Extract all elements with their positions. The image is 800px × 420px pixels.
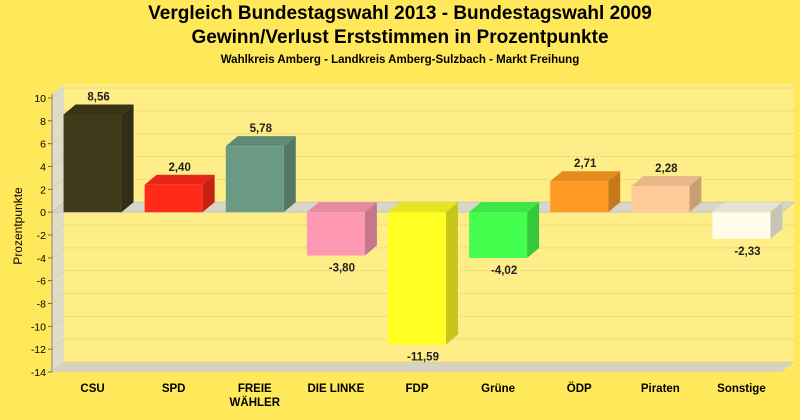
data-label: 2,40 bbox=[168, 162, 190, 174]
chart-subtitle: Wahlkreis Amberg - Landkreis Amberg-Sulz… bbox=[220, 54, 580, 66]
grid-line bbox=[51, 156, 794, 167]
floor bbox=[52, 362, 794, 372]
bar-spd bbox=[144, 174, 215, 213]
data-label: -2,33 bbox=[734, 246, 760, 258]
bar-front bbox=[550, 181, 609, 213]
bar-top bbox=[225, 136, 296, 147]
y-tick-label: 6 bbox=[40, 139, 46, 151]
bar-grüne bbox=[469, 202, 540, 259]
bar-side bbox=[770, 202, 783, 239]
grid-line bbox=[51, 270, 794, 282]
grid-line bbox=[51, 338, 794, 350]
data-label: -11,59 bbox=[407, 351, 439, 363]
grid-line bbox=[51, 315, 794, 327]
bar-front bbox=[144, 184, 203, 213]
bar-front bbox=[225, 146, 284, 213]
y-tick-label: 2 bbox=[40, 184, 46, 196]
category-label: DIE LINKE bbox=[307, 383, 364, 395]
grid-line bbox=[51, 293, 794, 304]
category-label: CSU bbox=[80, 383, 104, 395]
bar-die-linke bbox=[306, 202, 377, 256]
y-tick-label: -2 bbox=[37, 230, 46, 242]
bar-piraten bbox=[631, 176, 702, 213]
bar-front bbox=[388, 212, 446, 345]
data-label: 2,71 bbox=[574, 158, 597, 170]
bar-front bbox=[469, 212, 528, 259]
category-label: SPD bbox=[162, 383, 186, 395]
bar-csu bbox=[63, 104, 134, 213]
y-tick-label: 8 bbox=[40, 116, 46, 128]
bar-top bbox=[306, 202, 377, 213]
data-label: 5,78 bbox=[250, 123, 273, 135]
y-tick-label: 4 bbox=[40, 162, 46, 174]
y-tick-label: 10 bbox=[34, 93, 46, 105]
bar-side bbox=[527, 202, 540, 259]
y-tick-label: -6 bbox=[37, 276, 46, 288]
category-label: Piraten bbox=[641, 383, 680, 395]
y-tick-label: -10 bbox=[31, 321, 46, 333]
category-label: ÖDP bbox=[567, 382, 592, 395]
bar-top bbox=[469, 202, 540, 213]
grid-line bbox=[51, 110, 794, 122]
grid-line bbox=[51, 224, 794, 236]
chart-titles: Vergleich Bundestagswahl 2013 - Bundesta… bbox=[0, 2, 800, 66]
bar-side bbox=[202, 174, 215, 213]
bar-ödp bbox=[550, 171, 621, 213]
grid-line bbox=[51, 87, 794, 99]
category-label: Sonstige bbox=[717, 383, 766, 395]
bar-top bbox=[550, 171, 621, 182]
grid-line bbox=[51, 247, 794, 259]
y-tick-label: 0 bbox=[40, 207, 46, 219]
bar-side bbox=[364, 202, 377, 256]
y-tick-label: -14 bbox=[31, 367, 46, 379]
chart-title-line1: Vergleich Bundestagswahl 2013 - Bundesta… bbox=[148, 3, 652, 24]
bar-front bbox=[631, 186, 690, 213]
bar-side bbox=[121, 104, 134, 213]
bar-side bbox=[689, 176, 702, 213]
bars bbox=[63, 104, 783, 345]
bar-top bbox=[144, 174, 215, 185]
chart-title-line2: Gewinn/Verlust Erststimmen in Prozentpun… bbox=[191, 27, 609, 48]
category-labels: CSU SPD FREIE WÄHLER DIE LINKE FDP Grüne ÖDP Pir… bbox=[80, 382, 765, 409]
y-axis-ticks: 10 8 6 4 2 0 -2 -4 -6 -8 -10 -12 -14 bbox=[31, 93, 53, 379]
category-label: Grüne bbox=[481, 383, 515, 395]
grid-line bbox=[51, 361, 794, 373]
bar-side bbox=[608, 171, 621, 213]
bar-top bbox=[63, 104, 134, 115]
bar-fdp bbox=[388, 202, 458, 345]
y-tick-label: -4 bbox=[37, 253, 46, 265]
bar-side bbox=[283, 136, 296, 213]
bar-freie-wähler bbox=[225, 136, 296, 213]
y-tick-label: -8 bbox=[37, 299, 46, 311]
data-label: -3,80 bbox=[329, 263, 355, 275]
data-label: -4,02 bbox=[491, 265, 517, 277]
grid-line bbox=[51, 133, 794, 145]
bar-front bbox=[63, 114, 122, 213]
data-label: 8,56 bbox=[87, 91, 109, 103]
bar-top bbox=[712, 202, 783, 213]
category-label: FREIE WÄHLER bbox=[230, 383, 281, 409]
y-axis-label: Prozentpunkte bbox=[11, 187, 25, 265]
bar-top bbox=[388, 202, 458, 213]
left-wall bbox=[52, 84, 64, 372]
category-label: FDP bbox=[406, 383, 429, 395]
data-labels: 8,56 2,40 5,78 -3,80 -11,59 -4,02 2,71 2,28 -2,3… bbox=[87, 91, 760, 363]
bar-front bbox=[306, 212, 365, 256]
grid-line bbox=[51, 178, 794, 190]
bar-front bbox=[712, 212, 771, 239]
bar-side bbox=[446, 202, 458, 345]
data-label: 2,28 bbox=[655, 163, 678, 175]
bar-top bbox=[631, 176, 702, 187]
bar-sonstige bbox=[712, 202, 783, 239]
y-tick-label: -12 bbox=[31, 344, 46, 356]
